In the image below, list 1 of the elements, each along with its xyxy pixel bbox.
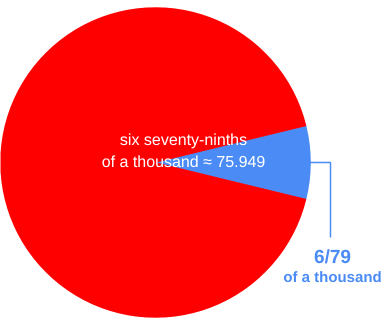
slice-label: 6/79 of a thousand [283, 247, 382, 286]
